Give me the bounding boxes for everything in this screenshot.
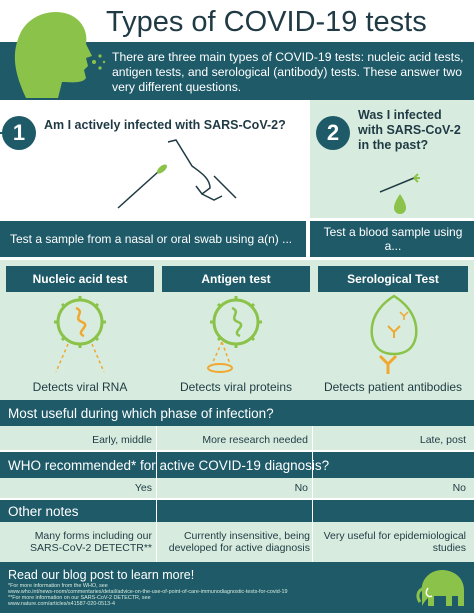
antigen-title: Antigen test (162, 266, 310, 292)
swab-sample-bar (0, 221, 306, 257)
footnote-detectr-label: **For more information on our SARS-CoV-2… (8, 595, 151, 601)
antigen-card: Antigen test Detects viral proteins (162, 266, 310, 396)
footnote-who-label: *For more information from the WHO, see (8, 583, 108, 589)
nasal-swab-icon (117, 139, 237, 209)
serological-card: Serological Test Detects patient antibod… (318, 266, 468, 396)
who-row-cells (0, 478, 474, 498)
question-2-number: 2 (316, 116, 350, 150)
notes-nucleic: Many forms including our SARS-CoV-2 DETE… (30, 530, 152, 554)
nucleic-acid-card: Nucleic acid test Detects viral RNA (6, 266, 154, 396)
intro-text: There are three main types of COVID-19 t… (112, 50, 464, 94)
notes-antigen: Currently insensitive, being developed f… (168, 530, 310, 554)
column-divider-1 (156, 426, 157, 562)
question-2-text: Was I infected with SARS-CoV-2 in the pa… (358, 108, 461, 152)
who-nucleic: Yes (134, 482, 152, 494)
question-1-number: 1 (2, 116, 36, 150)
question-1-text: Am I actively infected with SARS-CoV-2? (44, 118, 286, 132)
antibody-icon (370, 294, 418, 374)
notes-serological: Very useful for epidemiological studies (323, 530, 466, 554)
serological-detects: Detects patient antibodies (323, 380, 463, 394)
phase-antigen: More research needed (202, 434, 308, 446)
phase-row-heading: Most useful during which phase of infect… (0, 400, 474, 426)
column-divider-2 (312, 426, 313, 562)
phase-serological: Late, post (419, 434, 466, 446)
footnote-who-url[interactable]: www.who.int/news-room/commentaries/detai… (8, 589, 288, 595)
blood-sample-text: Test a blood sample using a... (323, 225, 463, 253)
notes-row-cells (0, 522, 474, 562)
swab-sample-text: Test a sample from a nasal or oral swab … (10, 232, 293, 246)
serological-title: Serological Test (318, 266, 468, 292)
blood-sample-icon (379, 173, 420, 214)
who-row-heading: WHO recommended* for active COVID-19 dia… (0, 452, 474, 478)
coughing-head-icon (14, 12, 106, 98)
virus-protein-icon (207, 296, 262, 373)
phase-row-cells (0, 426, 474, 450)
mammoth-logo-icon (416, 570, 464, 606)
footnote-detectr-url[interactable]: www.nature.com/articles/s41587-020-0513-… (8, 601, 115, 607)
nucleic-acid-detects: Detects viral RNA (32, 380, 128, 394)
who-serological: No (452, 482, 466, 494)
who-antigen: No (294, 482, 308, 494)
virus-rna-icon (54, 296, 106, 373)
notes-row-heading: Other notes (0, 500, 474, 522)
antigen-detects: Detects viral proteins (179, 380, 293, 394)
blog-link[interactable]: Read our blog post to learn more! (8, 568, 195, 582)
page-title: Types of COVID-19 tests (106, 6, 427, 38)
footer-band (0, 562, 474, 613)
question-1-panel (0, 100, 310, 218)
nucleic-acid-title: Nucleic acid test (6, 266, 154, 292)
blood-sample-bar (310, 221, 474, 257)
phase-nucleic: Early, middle (92, 434, 152, 446)
